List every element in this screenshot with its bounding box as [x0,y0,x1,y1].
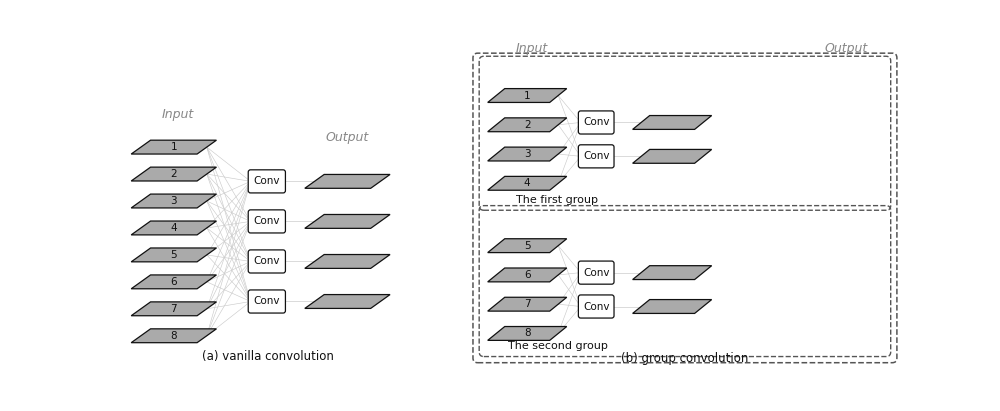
Text: Output: Output [326,132,369,144]
Text: 7: 7 [524,299,531,309]
Polygon shape [305,254,390,268]
Polygon shape [633,115,712,129]
Polygon shape [131,302,216,316]
Text: 1: 1 [171,142,177,152]
Text: Conv: Conv [583,268,609,277]
Text: Conv: Conv [583,118,609,127]
Text: Conv: Conv [254,217,280,226]
Polygon shape [488,89,567,102]
Text: Conv: Conv [583,151,609,162]
FancyBboxPatch shape [578,261,614,284]
FancyBboxPatch shape [248,290,285,313]
Polygon shape [633,150,712,163]
Text: 4: 4 [171,223,177,233]
Text: 2: 2 [524,120,531,130]
FancyBboxPatch shape [578,295,614,318]
Polygon shape [488,239,567,253]
Polygon shape [131,194,216,208]
Polygon shape [488,118,567,132]
Text: 6: 6 [524,270,531,280]
Text: 6: 6 [171,277,177,287]
Polygon shape [131,248,216,262]
Polygon shape [305,174,390,188]
FancyBboxPatch shape [248,170,285,193]
Polygon shape [131,275,216,289]
Text: Output: Output [824,42,867,55]
FancyBboxPatch shape [248,250,285,273]
Text: (a) vanilla convolution: (a) vanilla convolution [202,351,334,363]
Text: 5: 5 [171,250,177,260]
Polygon shape [633,300,712,314]
Text: Conv: Conv [254,296,280,307]
Text: (b) group convolution: (b) group convolution [621,352,749,365]
Polygon shape [488,297,567,311]
Text: Input: Input [162,108,194,121]
Polygon shape [131,329,216,343]
Text: 4: 4 [524,178,531,188]
Text: 5: 5 [524,241,531,251]
FancyBboxPatch shape [578,111,614,134]
Text: The first group: The first group [516,195,598,205]
Polygon shape [131,140,216,154]
Text: Conv: Conv [254,256,280,266]
Text: The second group: The second group [508,341,607,351]
Text: 2: 2 [171,169,177,179]
Text: Input: Input [516,42,548,55]
Polygon shape [305,295,390,308]
Text: 3: 3 [524,149,531,159]
Polygon shape [488,268,567,282]
Polygon shape [488,147,567,161]
Text: 1: 1 [524,90,531,101]
Polygon shape [633,266,712,279]
Text: 7: 7 [171,304,177,314]
Polygon shape [131,167,216,181]
Text: 8: 8 [524,328,531,338]
Text: Conv: Conv [583,302,609,312]
Polygon shape [488,176,567,190]
FancyBboxPatch shape [578,145,614,168]
Polygon shape [131,221,216,235]
Text: Conv: Conv [254,176,280,186]
Text: 3: 3 [171,196,177,206]
Polygon shape [305,215,390,229]
Text: 8: 8 [171,331,177,341]
Polygon shape [488,326,567,340]
FancyBboxPatch shape [248,210,285,233]
